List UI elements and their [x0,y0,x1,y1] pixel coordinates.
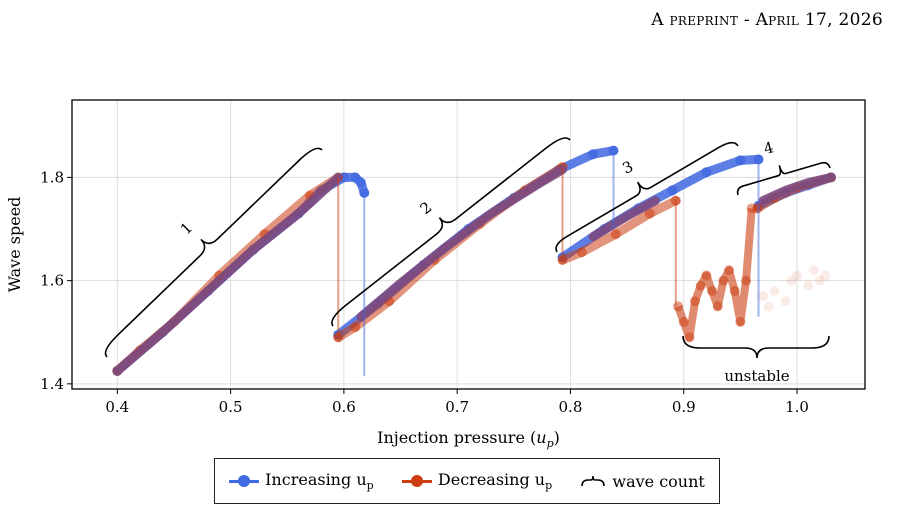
tick-layer: 0.4 0.5 0.6 0.7 0.8 0.9 1.0 1.4 1.6 1.8 [40,168,809,416]
x-tick-label: 0.7 [445,398,469,416]
unstable-point [701,270,712,281]
x-tick-label: 0.5 [219,398,243,416]
x-tick-label: 0.9 [672,398,696,416]
annotation-label: 2 [417,198,436,218]
plot-frame [71,99,866,390]
annotation-layer: 1 2 3 4 unstable [104,137,831,385]
overlap-branch-2 [356,165,568,322]
faded-point [814,275,825,286]
chart-legend: Increasing up Decreasing up wave count [214,458,720,504]
annotation-label: 4 [762,138,776,158]
increasing-point [701,167,712,178]
overlap-branch-3 [588,196,660,242]
unstable-point [735,316,746,327]
unstable-point [746,203,757,214]
annotation-label: 3 [620,157,636,177]
wave-count-brace-3 [555,141,739,253]
faded-point [769,285,780,296]
legend-item-wave-count: wave count [580,471,705,491]
unstable-trace [674,208,756,342]
x-tick-label: 1.0 [785,398,809,416]
faded-point [763,301,774,312]
legend-label-increasing: Increasing up [265,469,374,493]
unstable-point [712,301,723,312]
y-tick-label: 1.6 [40,272,64,290]
unstable-point [690,296,701,307]
faded-point [820,270,831,281]
unstable-point [678,316,689,327]
y-tick-label: 1.8 [40,168,64,186]
unstable-point [729,285,740,296]
unstable-point [673,301,684,312]
y-axis-label: Wave speed [5,197,24,293]
overlap-branch-4 [758,172,836,206]
legend-label-decreasing: Decreasing up [437,469,553,493]
wave-count-brace-4 [736,161,831,196]
unstable-point [695,280,706,291]
unstable-point [718,275,729,286]
wave-speed-chart: 1 2 3 4 unstable 0.4 0.5 0.6 0.7 0.8 0.9 1.0 1.4 1.6… [5,99,866,450]
annotation-label: unstable [724,367,789,385]
unstable-point [707,285,718,296]
wave-count-brace-2 [331,137,571,327]
unstable-point [741,275,752,286]
x-tick-label: 0.6 [332,398,356,416]
decreasing-point [576,247,587,258]
decreasing-point [644,208,655,219]
brace-icon [581,475,606,487]
x-tick-label: 0.8 [559,398,583,416]
faded-point [780,296,791,307]
x-tick-label: 0.4 [105,398,129,416]
legend-item-increasing: Increasing up [229,470,374,492]
overlap-branch-1 [112,172,343,376]
unstable-brace [682,335,830,359]
faded-point [803,280,814,291]
unstable-point [724,265,735,276]
increasing-point [735,155,746,166]
increasing-point [588,149,599,160]
legend-swatch-increasing [229,474,260,488]
decreasing-point [350,322,361,333]
y-tick-label: 1.4 [40,375,64,393]
data-layer [112,145,837,377]
page-header: A preprint - April 17, 2026 [651,10,883,30]
legend-label-wave-count: wave count [612,471,705,491]
x-axis-label: Injection pressure (up) [377,428,560,450]
increasing-point [667,185,678,196]
faded-point [792,270,803,281]
decreasing-point [610,229,621,240]
unstable-point [684,332,695,343]
annotation-label: 1 [177,219,196,238]
header-text: A preprint - April 17, 2026 [651,10,883,30]
legend-item-decreasing: Decreasing up [401,469,553,493]
increasing-point [355,177,366,188]
faded-point [786,275,797,286]
wave-count-brace-1 [104,147,323,358]
faded-point [809,265,820,276]
faded-point [758,291,769,302]
legend-swatch-decreasing [401,474,432,488]
